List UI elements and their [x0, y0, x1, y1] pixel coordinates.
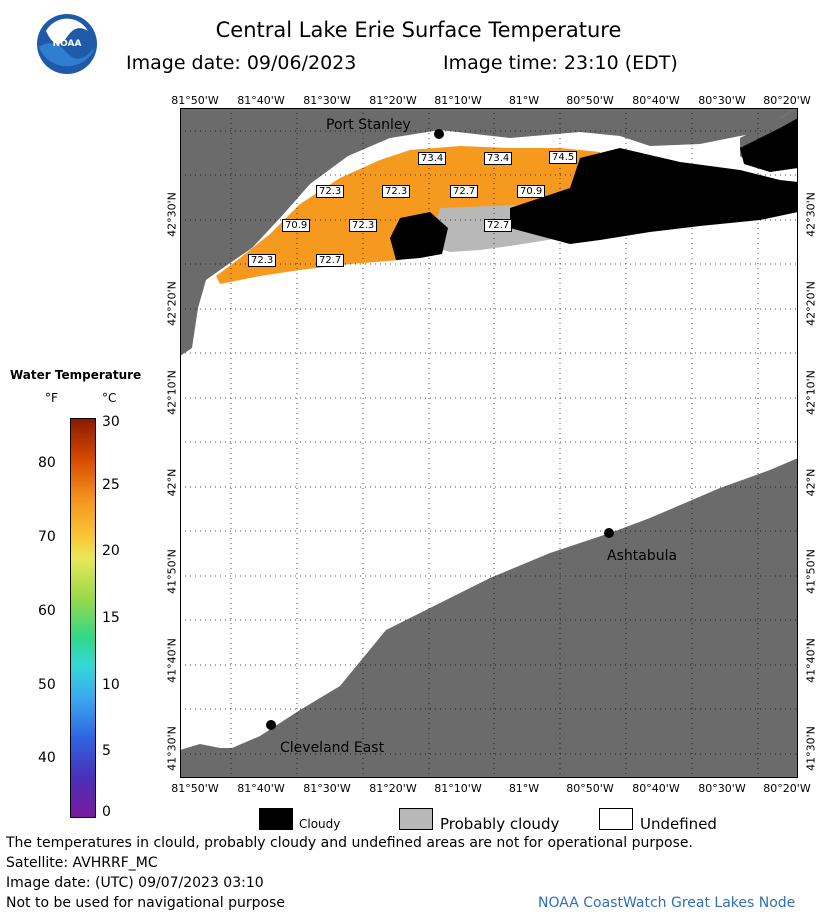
temp-label: 72.3 [349, 219, 378, 232]
key-probably-cloudy-swatch [399, 808, 433, 830]
place-cleveland-east: Cleveland East [280, 740, 385, 756]
temp-label: 72.7 [484, 219, 513, 232]
image-time: Image time: 23:10 (EDT) [443, 52, 678, 74]
key-cloudy-label: Cloudy [299, 817, 341, 831]
legend-f-tick: 60 [38, 603, 56, 619]
lon-label: 80°40'W [632, 782, 680, 795]
lake-erie-map [180, 108, 798, 778]
cloudy-area-far-east [740, 118, 798, 172]
legend-c-tick: 25 [102, 477, 120, 493]
place-port-stanley: Port Stanley [326, 117, 411, 133]
north-shore-land [180, 108, 798, 356]
lon-label: 80°30'W [698, 782, 746, 795]
lon-label: 81°40'W [237, 782, 285, 795]
place-ashtabula: Ashtabula [607, 548, 678, 564]
temp-label: 70.9 [282, 219, 311, 232]
footer-nav: Not to be used for navigational purpose [6, 895, 285, 911]
temp-label: 72.3 [316, 185, 345, 198]
temp-label: 73.4 [418, 152, 447, 165]
footer-note: The temperatures in clould, probably clo… [6, 835, 693, 851]
lat-label: 42°N [165, 468, 179, 497]
footer-credit: NOAA CoastWatch Great Lakes Node [538, 895, 796, 911]
legend-c-tick: 5 [102, 743, 111, 759]
legend-colorbar [70, 418, 96, 818]
logo-text: NOAA [53, 39, 82, 49]
temp-label: 73.4 [484, 152, 513, 165]
lat-label: 42°10'N [165, 370, 179, 415]
lon-label: 81°20'W [369, 782, 417, 795]
legend-title: Water Temperature [10, 368, 142, 382]
legend-c-tick: 30 [102, 414, 120, 430]
cleveland-east-marker [266, 720, 276, 730]
lat-label: 41°50'N [165, 549, 179, 594]
key-probably-cloudy-label: Probably cloudy [440, 815, 560, 833]
lat-label: 42°10'N [804, 370, 818, 415]
lon-label: 81°50'W [171, 94, 219, 107]
lon-label: 80°20'W [763, 782, 811, 795]
lon-label: 80°50'W [566, 782, 614, 795]
temp-label: 72.7 [316, 254, 345, 267]
image-date: Image date: 09/06/2023 [126, 52, 357, 74]
legend-unit-c: °C [102, 391, 117, 405]
key-undefined-swatch [599, 808, 633, 830]
port-stanley-marker [434, 129, 444, 139]
legend-c-tick: 20 [102, 543, 120, 559]
warm-water-area [216, 146, 600, 284]
lat-label: 41°30'N [165, 726, 179, 771]
temp-label: 72.7 [450, 185, 479, 198]
noaa-logo: NOAA [36, 13, 98, 75]
legend-c-tick: 10 [102, 677, 120, 693]
lon-label: 80°20'W [763, 94, 811, 107]
lon-label: 81°W [508, 94, 540, 107]
key-undefined-label: Undefined [640, 815, 717, 833]
map-title: Central Lake Erie Surface Temperature [215, 18, 622, 42]
temp-label: 72.3 [248, 254, 277, 267]
legend-f-tick: 70 [38, 529, 56, 545]
footer-utc-date: Image date: (UTC) 09/07/2023 03:10 [6, 875, 264, 891]
lat-label: 41°30'N [804, 726, 818, 771]
lon-label: 81°20'W [369, 94, 417, 107]
lon-label: 80°40'W [632, 94, 680, 107]
graticule [180, 108, 798, 778]
lat-label: 42°30'N [165, 192, 179, 237]
legend-f-tick: 80 [38, 455, 56, 471]
lat-label: 42°30'N [804, 192, 818, 237]
lat-label: 42°20'N [165, 281, 179, 326]
lon-label: 81°30'W [303, 782, 351, 795]
south-shore-land [180, 458, 798, 778]
temp-label: 72.3 [382, 185, 411, 198]
lon-label: 81°10'W [434, 782, 482, 795]
lat-label: 41°40'N [165, 638, 179, 683]
footer-satellite: Satellite: AVHRRF_MC [6, 855, 158, 871]
temp-label: 70.9 [517, 185, 546, 198]
lon-label: 81°30'W [303, 94, 351, 107]
legend-f-tick: 50 [38, 677, 56, 693]
lat-label: 42°N [804, 468, 818, 497]
ashtabula-marker [604, 528, 614, 538]
lon-label: 81°10'W [434, 94, 482, 107]
lon-label: 81°50'W [171, 782, 219, 795]
legend-c-tick: 0 [102, 804, 111, 820]
lon-label: 80°50'W [566, 94, 614, 107]
cloudy-area-center [390, 212, 448, 260]
legend-unit-f: °F [45, 391, 58, 405]
lat-label: 41°40'N [804, 638, 818, 683]
lat-label: 41°50'N [804, 549, 818, 594]
key-cloudy-swatch [259, 808, 293, 830]
lon-label: 81°W [508, 782, 540, 795]
legend-f-tick: 40 [38, 750, 56, 766]
lon-label: 80°30'W [698, 94, 746, 107]
lat-label: 42°20'N [804, 281, 818, 326]
legend-c-tick: 15 [102, 610, 120, 626]
temp-label: 74.5 [549, 151, 578, 164]
lon-label: 81°40'W [237, 94, 285, 107]
